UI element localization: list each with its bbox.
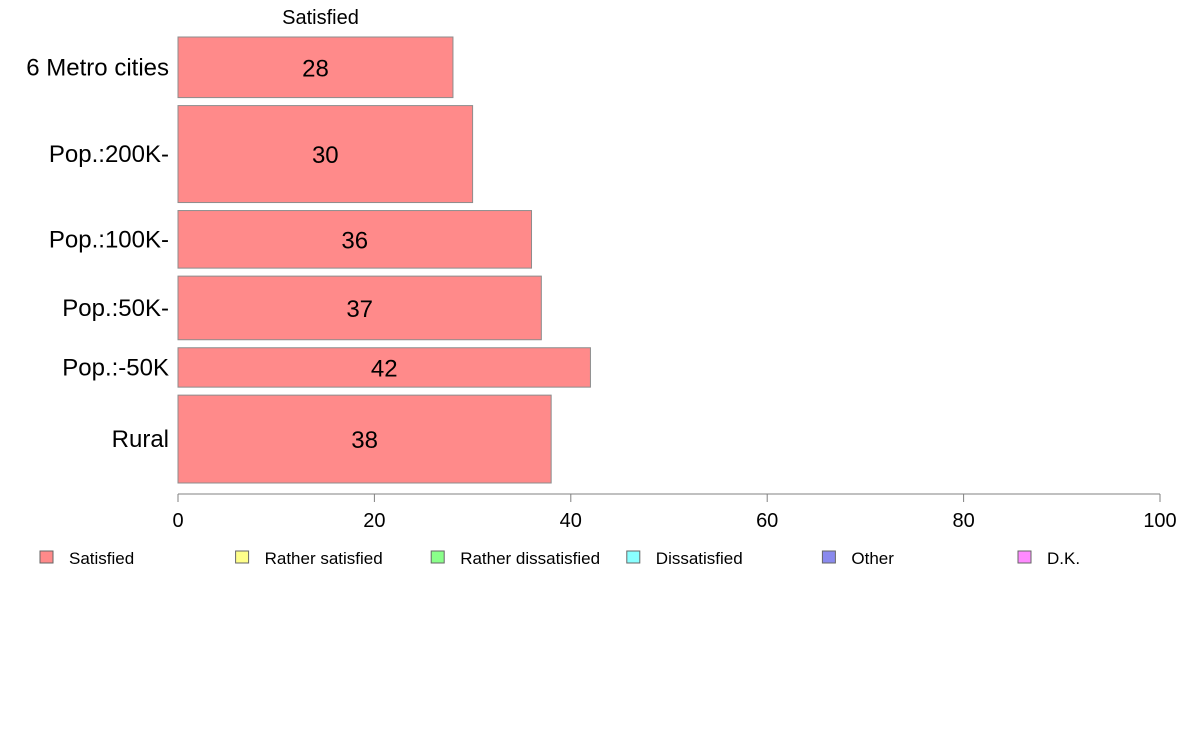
legend-swatch-0 <box>39 550 54 564</box>
category-labels: 6 Metro cities Pop.:200K- Pop.:100K- Pop.:5… <box>26 54 169 453</box>
x-tick-label-4: 80 <box>952 510 974 532</box>
x-tick-label-1: 20 <box>363 510 385 532</box>
bar-value-label-4: 42 <box>371 355 398 382</box>
bar-value-label-2: 36 <box>341 227 368 254</box>
category-label-5: Rural <box>112 426 169 453</box>
legend-swatch-3 <box>626 550 641 564</box>
legend-swatch-5 <box>1017 550 1032 564</box>
bar-5 <box>177 394 552 484</box>
series-title: Satisfied <box>282 7 359 29</box>
category-label-3: Pop.:50K- <box>62 295 169 322</box>
bar-4 <box>177 347 591 388</box>
legend-swatch-1 <box>235 550 250 564</box>
x-tick-label-2: 40 <box>560 510 582 532</box>
bars-group <box>177 36 591 484</box>
legend-label-2: Rather dissatisfied <box>460 549 600 568</box>
bar-value-label-3: 37 <box>346 296 373 323</box>
x-axis: 0 20 40 60 80 100 <box>172 493 1177 532</box>
legend-label-1: Rather satisfied <box>265 549 383 568</box>
bar-0 <box>177 36 454 99</box>
legend-swatch-2 <box>430 550 445 564</box>
bar-value-label-0: 28 <box>302 55 329 82</box>
category-label-1: Pop.:200K- <box>49 141 169 168</box>
legend-label-4: Other <box>851 549 894 568</box>
x-tick-label-5: 100 <box>1143 510 1176 532</box>
bar-1 <box>177 105 474 204</box>
x-tick-label-0: 0 <box>172 510 183 532</box>
bar-value-labels: 28 30 36 37 42 38 <box>302 55 397 454</box>
category-label-4: Pop.:-50K <box>62 354 169 381</box>
legend-label-5: D.K. <box>1047 549 1080 568</box>
legend-label-3: Dissatisfied <box>656 549 743 568</box>
category-label-2: Pop.:100K- <box>49 226 169 253</box>
bar-value-label-5: 38 <box>351 427 378 454</box>
bar-value-label-1: 30 <box>312 142 339 169</box>
bar-3 <box>177 275 542 341</box>
bar-2 <box>177 210 533 269</box>
legend: Satisfied Rather satisfied Rather dissatis… <box>39 549 1080 568</box>
legend-label-0: Satisfied <box>69 549 134 568</box>
legend-swatch-4 <box>821 550 836 564</box>
category-label-0: 6 Metro cities <box>26 54 169 81</box>
x-tick-label-3: 60 <box>756 510 778 532</box>
